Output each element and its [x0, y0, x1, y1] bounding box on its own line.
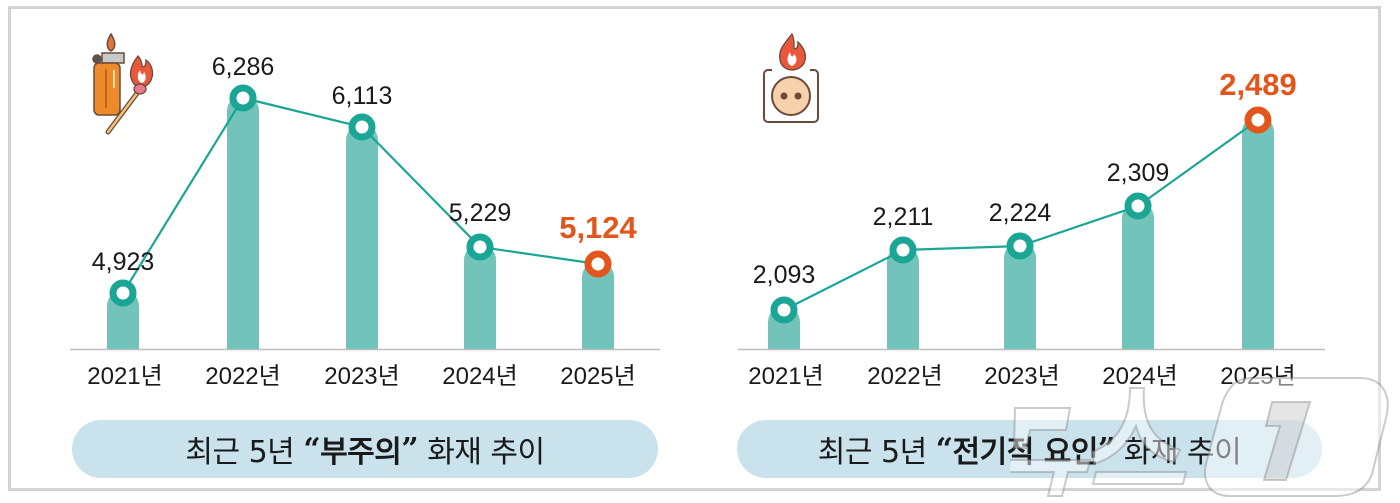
caption-suffix: 화재 추이	[418, 435, 545, 470]
close-quote: ”	[1098, 432, 1115, 467]
value-label-2025-highlight: 5,124	[559, 210, 637, 245]
bar-2022	[227, 95, 259, 349]
marker-2021	[770, 296, 798, 324]
close-quote: ”	[401, 431, 419, 467]
value-label-2024: 5,229	[449, 199, 512, 227]
x-label-2023: 2023년	[324, 363, 399, 390]
value-label-2021: 4,923	[92, 248, 155, 276]
caption-emphasis: 부주의	[320, 435, 402, 470]
left-chart-caption: 최근 5년 “부주의” 화재 추이	[72, 420, 658, 478]
value-label-2022: 2,211	[873, 203, 934, 231]
marker-2025-highlight	[1244, 106, 1272, 134]
bar-2024	[464, 244, 496, 349]
marker-2024	[1124, 192, 1152, 220]
value-label-2021: 2,093	[753, 261, 816, 289]
bar-2023	[1004, 242, 1036, 349]
right-bars	[768, 116, 1274, 349]
bar-2025	[1242, 116, 1274, 349]
value-label-2024: 2,309	[1107, 159, 1170, 187]
x-label-2021: 2021년	[748, 363, 823, 390]
x-label-2025: 2025년	[1220, 363, 1295, 390]
marker-2021	[109, 279, 137, 307]
marker-2023	[348, 113, 376, 141]
caption-prefix: 최근 5년	[185, 435, 304, 470]
bar-2021	[107, 290, 139, 349]
open-quote: “	[303, 431, 321, 467]
right-chart-caption: 최근 5년 “전기적 요인” 화재 추이	[737, 420, 1322, 478]
x-label-2022: 2022년	[205, 363, 280, 390]
marker-2024	[466, 233, 494, 261]
burning-power-outlet-icon	[763, 32, 819, 123]
caption-suffix: 화재 추이	[1123, 435, 1242, 470]
caption-emphasis: 전기적 요인	[952, 435, 1099, 470]
x-label-2022: 2022년	[867, 363, 942, 390]
bar-2022	[887, 246, 919, 349]
right-chart: 2,093 2,211 2,224 2,309 2,489 2021년 2022…	[738, 32, 1325, 390]
open-quote: “	[935, 431, 953, 467]
caption-prefix: 최근 5년	[817, 435, 936, 470]
marker-2022	[229, 84, 257, 112]
value-label-2025-highlight: 2,489	[1219, 67, 1297, 102]
x-label-2023: 2023년	[984, 363, 1059, 390]
marker-2025-highlight	[584, 250, 612, 278]
left-bars	[107, 95, 614, 349]
lighter-and-match-fire-icon	[92, 32, 154, 135]
marker-2023	[1006, 232, 1034, 260]
value-label-2023: 2,224	[989, 199, 1052, 227]
marker-2022	[889, 236, 917, 264]
x-label-2024: 2024년	[1102, 363, 1177, 390]
left-markers	[109, 84, 612, 307]
left-chart: 4,923 6,286 6,113 5,229 5,124 2021년 2022…	[70, 32, 660, 390]
value-label-2023: 6,113	[332, 82, 393, 110]
bar-2023	[346, 124, 378, 349]
x-label-2025: 2025년	[560, 363, 635, 390]
value-label-2022: 6,286	[212, 53, 275, 81]
x-label-2021: 2021년	[87, 363, 162, 390]
bar-2025	[582, 261, 614, 349]
right-markers	[770, 106, 1272, 324]
news1-watermark-logo	[1010, 377, 1389, 497]
bar-2024	[1122, 202, 1154, 349]
x-label-2024: 2024년	[442, 363, 517, 390]
